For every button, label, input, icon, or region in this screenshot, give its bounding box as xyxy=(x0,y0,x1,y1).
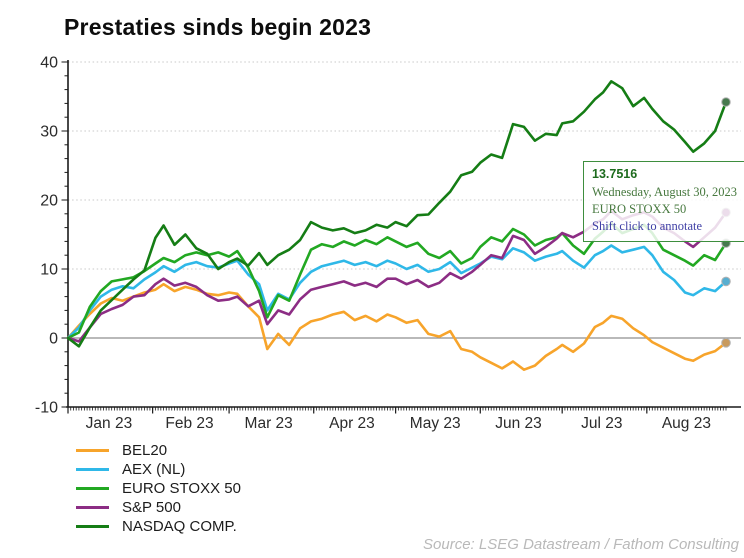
legend-label: AEX (NL) xyxy=(122,461,186,478)
svg-text:0: 0 xyxy=(49,331,58,348)
legend-item-euro-stoxx-50[interactable]: EURO STOXX 50 xyxy=(76,479,241,498)
svg-text:20: 20 xyxy=(40,193,58,210)
series-line-aex-nl xyxy=(66,244,728,340)
svg-text:Mar 23: Mar 23 xyxy=(245,415,293,432)
svg-text:Jun 23: Jun 23 xyxy=(495,415,542,432)
legend-label: EURO STOXX 50 xyxy=(122,480,241,497)
tooltip-value: 13.7516 xyxy=(592,167,638,181)
series-line-bel20 xyxy=(66,282,728,372)
axes xyxy=(61,60,741,414)
tooltip-hint: Shift click to annotate xyxy=(592,219,703,233)
svg-text:May 23: May 23 xyxy=(410,415,461,432)
legend-item-aex-nl[interactable]: AEX (NL) xyxy=(76,460,241,479)
legend-item-bel20[interactable]: BEL20 xyxy=(76,441,241,460)
legend-label: NASDAQ COMP. xyxy=(122,518,237,535)
legend-line-swatch xyxy=(76,487,109,490)
chart-title: Prestaties sinds begin 2023 xyxy=(64,14,372,40)
svg-text:Jan 23: Jan 23 xyxy=(86,415,133,432)
y-axis-labels: -10 0 10 20 30 40 xyxy=(35,55,58,417)
chart-tooltip: 13.7516 Wednesday, August 30, 2023 EURO … xyxy=(583,161,744,242)
legend-label: BEL20 xyxy=(122,442,168,459)
svg-text:Aug 23: Aug 23 xyxy=(662,415,711,432)
svg-text:30: 30 xyxy=(40,124,58,141)
tooltip-date: Wednesday, August 30, 2023 xyxy=(592,185,738,199)
legend-line-swatch xyxy=(76,468,109,471)
svg-text:-10: -10 xyxy=(35,400,58,417)
svg-text:10: 10 xyxy=(40,262,58,279)
legend-item-nasdaq-comp[interactable]: NASDAQ COMP. xyxy=(76,517,241,536)
tooltip-series: EURO STOXX 50 xyxy=(592,202,687,216)
source-credit: Source: LSEG Datastream / Fathom Consult… xyxy=(423,536,739,553)
svg-text:40: 40 xyxy=(40,55,58,72)
legend-line-swatch xyxy=(76,449,109,452)
series-line-nasdaq-comp xyxy=(66,80,728,348)
legend-line-swatch xyxy=(76,525,109,528)
x-axis-labels: Jan 23 Feb 23 Mar 23 Apr 23 May 23 Jun 23 Jul … xyxy=(86,415,711,432)
svg-text:Jul 23: Jul 23 xyxy=(581,415,622,432)
chart-legend: BEL20 AEX (NL) EURO STOXX 50 S&P 500 NASDAQ … xyxy=(76,441,241,536)
legend-label: S&P 500 xyxy=(122,499,181,516)
svg-text:Apr 23: Apr 23 xyxy=(329,415,375,432)
legend-line-swatch xyxy=(76,506,109,509)
svg-text:Feb 23: Feb 23 xyxy=(165,415,213,432)
legend-item-s-p-500[interactable]: S&P 500 xyxy=(76,498,241,517)
